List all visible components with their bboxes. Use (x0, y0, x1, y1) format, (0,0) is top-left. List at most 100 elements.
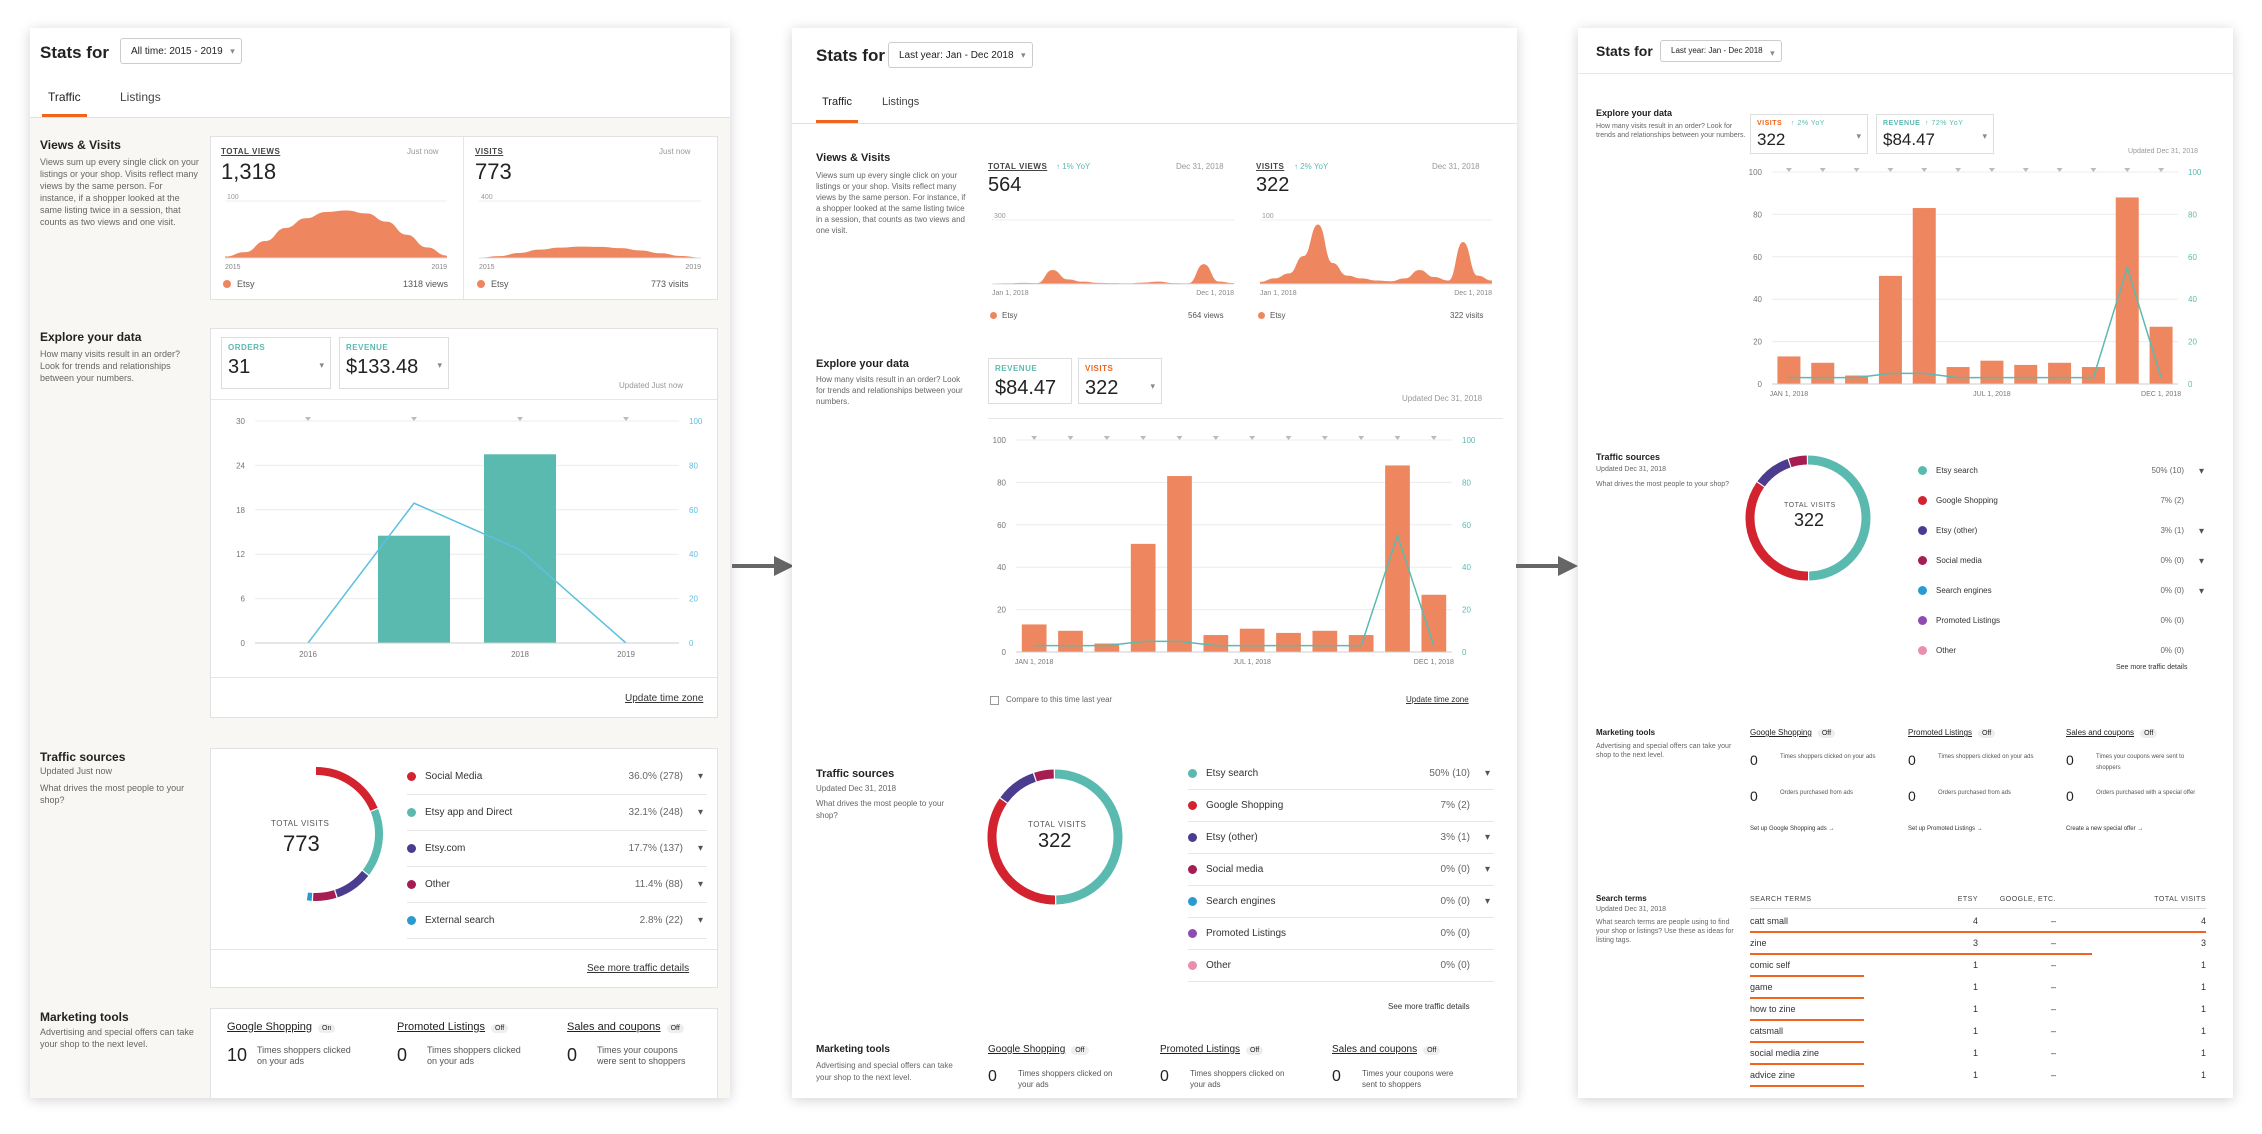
y-tick-label: 40 (1753, 295, 1762, 304)
tool-metric-value: 0 (2066, 788, 2074, 804)
annotation-marker (1321, 436, 1328, 440)
see-more-traffic-link[interactable]: See more traffic details (1388, 1002, 1470, 1011)
metric-visits[interactable]: VISITS 322 ▾ (1078, 358, 1162, 404)
annotation-marker (1988, 168, 1995, 172)
explore-combo-chart: 0 20 40 60 80 100 0 20 40 60 80 100 JAN 1, 2018 JUL 1… (1749, 168, 2202, 398)
metric-label: REVENUE (995, 364, 1038, 373)
traffic-updated: Updated Dec 31, 2018 (1596, 466, 1667, 473)
date-range-dropdown[interactable]: Last year: Jan - Dec 2018 (888, 42, 1033, 68)
tab-listings[interactable]: Listings (882, 96, 920, 108)
date-range-dropdown[interactable]: All time: 2015 - 2019 (120, 38, 242, 64)
traffic-source-row[interactable]: Etsy app and Direct 32.1% (248) ▾ (407, 795, 707, 831)
date-range-dropdown[interactable]: Last year: Jan - Dec 2018 (1660, 40, 1782, 62)
traffic-source-row[interactable]: Social media 0% (0) ▾ (1918, 546, 2208, 576)
tab-listings[interactable]: Listings (120, 90, 161, 104)
tool-setup-link[interactable]: Create a new special offer → (2066, 826, 2144, 832)
marketing-tool-link[interactable]: Sales and coupons Off (567, 1021, 684, 1033)
google-count: – (2050, 1026, 2056, 1036)
see-more-traffic-link[interactable]: See more traffic details (587, 963, 690, 974)
tool-setup-link[interactable]: Set up Promoted Listings → (1908, 826, 1983, 832)
marketing-tool-link[interactable]: Promoted Listings Off (397, 1021, 509, 1033)
marketing-title: Marketing tools (1596, 728, 1656, 737)
table-row: zine 3 – 3 (1750, 934, 2206, 956)
marketing-tool-link[interactable]: Promoted Listings Off (1160, 1044, 1264, 1055)
explore-title: Explore your data (40, 330, 142, 344)
traffic-source-row[interactable]: Etsy (other) 3% (1) ▾ (1918, 516, 2208, 546)
bar (2115, 197, 2139, 384)
metric-revenue[interactable]: REVENUE ↑ 72% YoY $84.47 ▾ (1876, 114, 1994, 154)
y2-tick-label: 40 (689, 550, 698, 559)
compare-checkbox[interactable] (990, 696, 999, 705)
traffic-source-row[interactable]: Other 0% (0) (1188, 950, 1494, 982)
update-time-zone-link[interactable]: Update time zone (625, 693, 704, 704)
x-tick-label: 2018 (511, 650, 529, 659)
status-badge: Off (491, 1024, 509, 1033)
legend-dot (477, 280, 485, 288)
x-tick-label: 2019 (431, 264, 447, 271)
traffic-source-row[interactable]: Etsy search 50% (10) ▾ (1188, 758, 1494, 790)
search-term: catt small (1750, 916, 1789, 926)
total-views-label: TOTAL VIEWS (221, 147, 281, 156)
metric-visits[interactable]: VISITS ↑ 2% YoY 322 ▾ (1750, 114, 1868, 154)
update-time-zone-link[interactable]: Update time zone (1406, 695, 1469, 704)
traffic-source-row[interactable]: Promoted Listings 0% (0) (1918, 606, 2208, 636)
marketing-tool-link[interactable]: Sales and coupons Off (1332, 1044, 1441, 1055)
metric-revenue[interactable]: REVENUE $84.47 (988, 358, 1072, 404)
traffic-source-row[interactable]: Promoted Listings 0% (0) (1188, 918, 1494, 950)
y-tick-label: 100 (227, 194, 239, 201)
traffic-source-row[interactable]: Social Media 36.0% (278) ▾ (407, 759, 707, 795)
tool-setup-link[interactable]: Set up Google Shopping ads → (1750, 826, 1835, 832)
area-series (992, 264, 1234, 284)
traffic-source-row[interactable]: Google Shopping 7% (2) (1918, 486, 2208, 516)
marketing-tool-link[interactable]: Sales and coupons Off (2066, 728, 2158, 738)
traffic-source-row[interactable]: Etsy search 50% (10) ▾ (1918, 456, 2208, 486)
y2-tick-label: 80 (2188, 210, 2197, 219)
marketing-tool-link[interactable]: Google Shopping On (227, 1021, 336, 1033)
traffic-source-row[interactable]: External search 2.8% (22) ▾ (407, 903, 707, 939)
bar (483, 454, 557, 643)
annotation-marker (1819, 168, 1826, 172)
tool-metric-desc: Orders purchased from ads (1780, 790, 1854, 796)
arrow-head (774, 556, 794, 576)
source-name: Etsy search (1206, 768, 1259, 779)
traffic-source-row[interactable]: Search engines 0% (0) ▾ (1188, 886, 1494, 918)
traffic-source-row[interactable]: Social media 0% (0) ▾ (1188, 854, 1494, 886)
source-name: Etsy search (1936, 466, 1978, 475)
status-badge: Off (666, 1024, 684, 1033)
traffic-source-row[interactable]: Other 11.4% (88) ▾ (407, 867, 707, 903)
share-bar (1750, 997, 1864, 999)
marketing-tool-link[interactable]: Google Shopping Off (1750, 728, 1836, 738)
chevron-down-icon: ▾ (2198, 586, 2204, 597)
traffic-title: Traffic sources (40, 750, 126, 764)
etsy-count: 1 (1972, 1048, 1978, 1058)
tab-traffic[interactable]: Traffic (816, 96, 858, 123)
traffic-source-row[interactable]: Search engines 0% (0) ▾ (1918, 576, 2208, 606)
annotation-marker (2124, 168, 2131, 172)
share-bar (1750, 1063, 1864, 1065)
metric-orders[interactable]: ORDERS 31 ▾ (221, 337, 331, 389)
marketing-tool-link[interactable]: Google Shopping Off (988, 1044, 1089, 1055)
metric-revenue[interactable]: REVENUE $133.48 ▾ (339, 337, 449, 389)
source-percent: 50% (10) (2151, 466, 2184, 475)
annotation-marker (1176, 436, 1183, 440)
traffic-source-row[interactable]: Google Shopping 7% (2) (1188, 790, 1494, 822)
annotation-marker (1249, 436, 1256, 440)
traffic-source-row[interactable]: Etsy (other) 3% (1) ▾ (1188, 822, 1494, 854)
marketing-tool-link[interactable]: Promoted Listings Off (1908, 728, 1996, 738)
source-color-dot (1188, 929, 1197, 938)
google-count: – (2050, 1048, 2056, 1058)
updated-note: Updated Dec 31, 2018 (1402, 394, 1483, 403)
y-tick-label: 100 (1262, 213, 1274, 220)
traffic-source-row[interactable]: Other 0% (0) (1918, 636, 2208, 666)
x-tick-label: Dec 1, 2018 (1196, 290, 1234, 297)
visits-value: 322 (1256, 174, 1290, 196)
annotation-marker (623, 417, 629, 421)
see-more-traffic-link[interactable]: See more traffic details (2116, 664, 2188, 671)
donut-slice (1788, 455, 1808, 468)
source-name: Other (1206, 960, 1232, 971)
traffic-source-row[interactable]: Etsy.com 17.7% (137) ▾ (407, 831, 707, 867)
donut-slice (1745, 482, 1809, 581)
source-color-dot (1188, 961, 1197, 970)
explore-combo-chart: 0 20 40 60 80 100 0 20 40 60 80 100 JAN 1, 2018 JUL 1… (993, 436, 1476, 666)
tab-traffic[interactable]: Traffic (42, 90, 87, 117)
